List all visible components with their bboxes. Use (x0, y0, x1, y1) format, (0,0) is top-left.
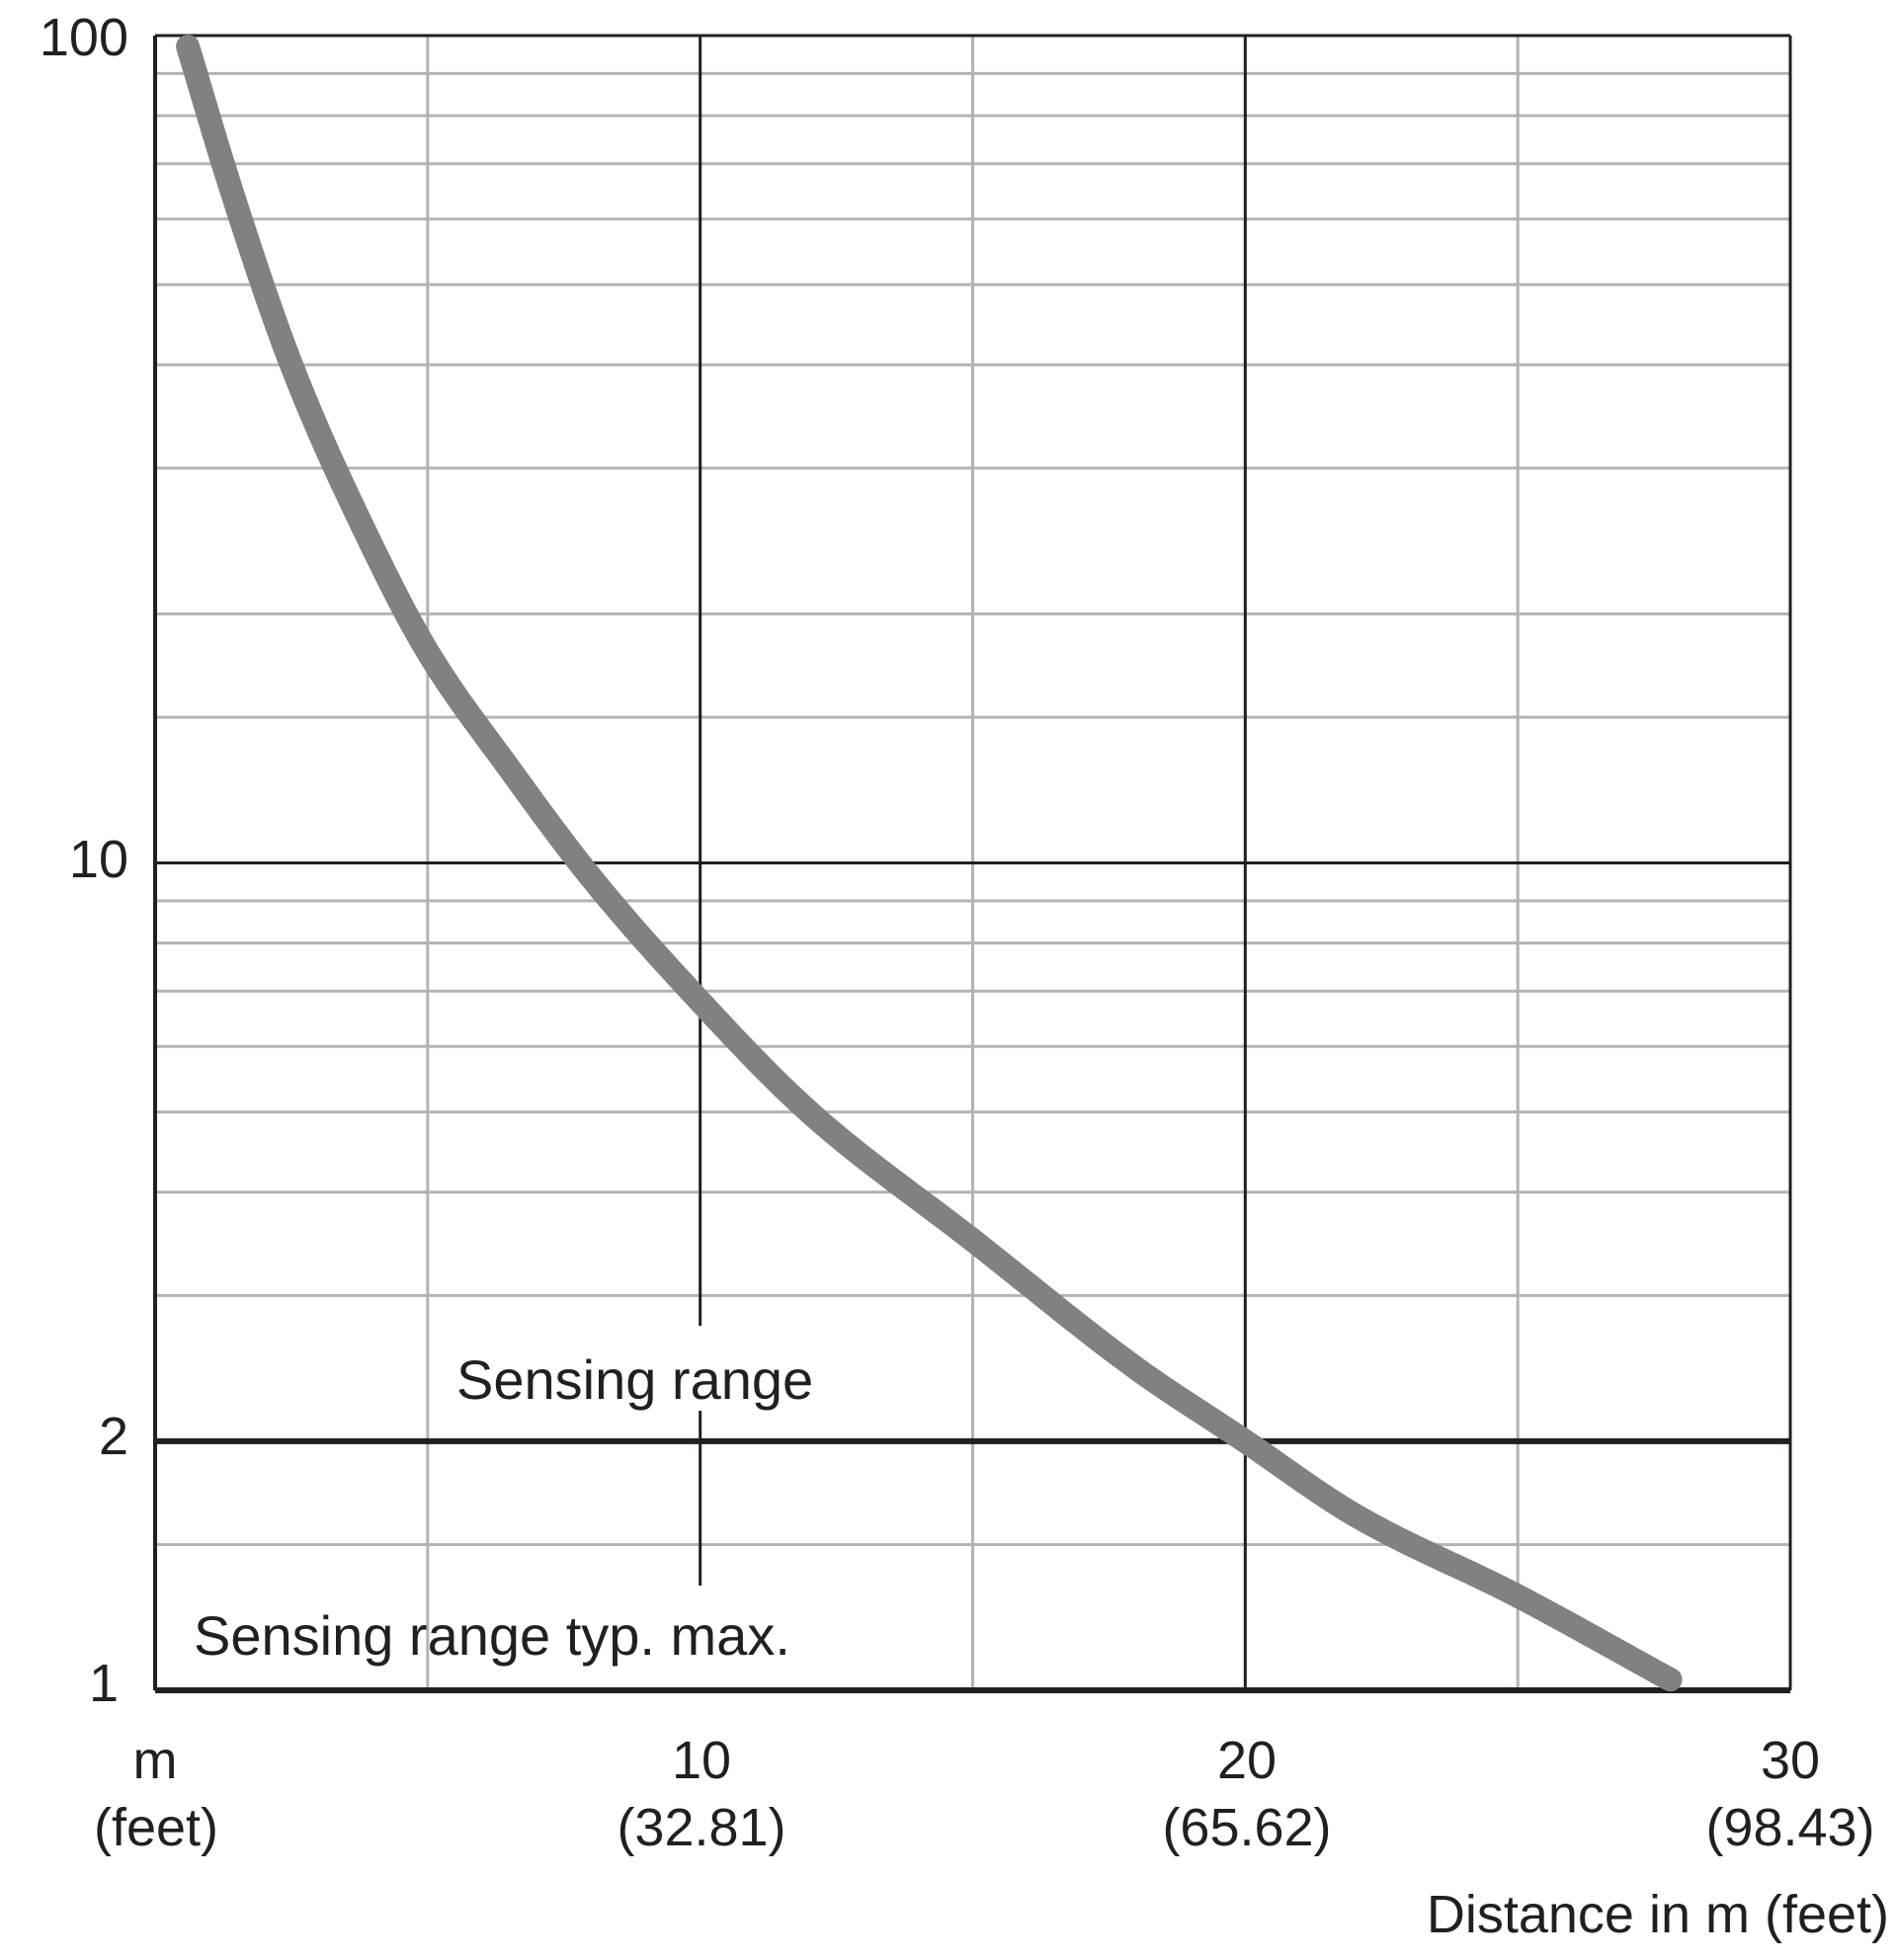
y-tick-label-2: 2 (99, 1407, 128, 1466)
x-tick-label-m: m (133, 1731, 178, 1790)
x-tick-sublabel-32-81: (32.81) (617, 1798, 785, 1857)
plot-frame (153, 34, 1792, 1690)
x-tick-sublabel-98-43: (98.43) (1705, 1798, 1874, 1857)
major-gridlines (155, 36, 1790, 1690)
x-tick-label-20: 20 (1217, 1731, 1277, 1790)
series-line-0 (176, 35, 1683, 1692)
y-tick-label-1: 1 (89, 1654, 119, 1713)
y-tick-labels: 100 10 2 1 (40, 8, 128, 1713)
x-tick-label-30: 30 (1761, 1731, 1820, 1790)
series-layer (176, 35, 1683, 1692)
sensing-range-typ-max-label: Sensing range typ. max. (194, 1604, 790, 1667)
reference-lines (155, 1437, 1790, 1693)
x-tick-sublabel-feet: (feet) (94, 1798, 218, 1857)
y-tick-label-100: 100 (40, 8, 128, 67)
x-tick-label-10: 10 (672, 1731, 731, 1790)
x-axis-title: Distance in m (feet) (1427, 1885, 1889, 1944)
minor-gridlines (155, 36, 1790, 1690)
y-tick-label-10: 10 (69, 830, 128, 889)
x-tick-labels: m (feet) 10 (32.81) 20 (65.62) 30 (98.43… (94, 1731, 1875, 1857)
sensing-range-label: Sensing range (456, 1348, 813, 1411)
x-tick-sublabel-65-62: (65.62) (1162, 1798, 1331, 1857)
